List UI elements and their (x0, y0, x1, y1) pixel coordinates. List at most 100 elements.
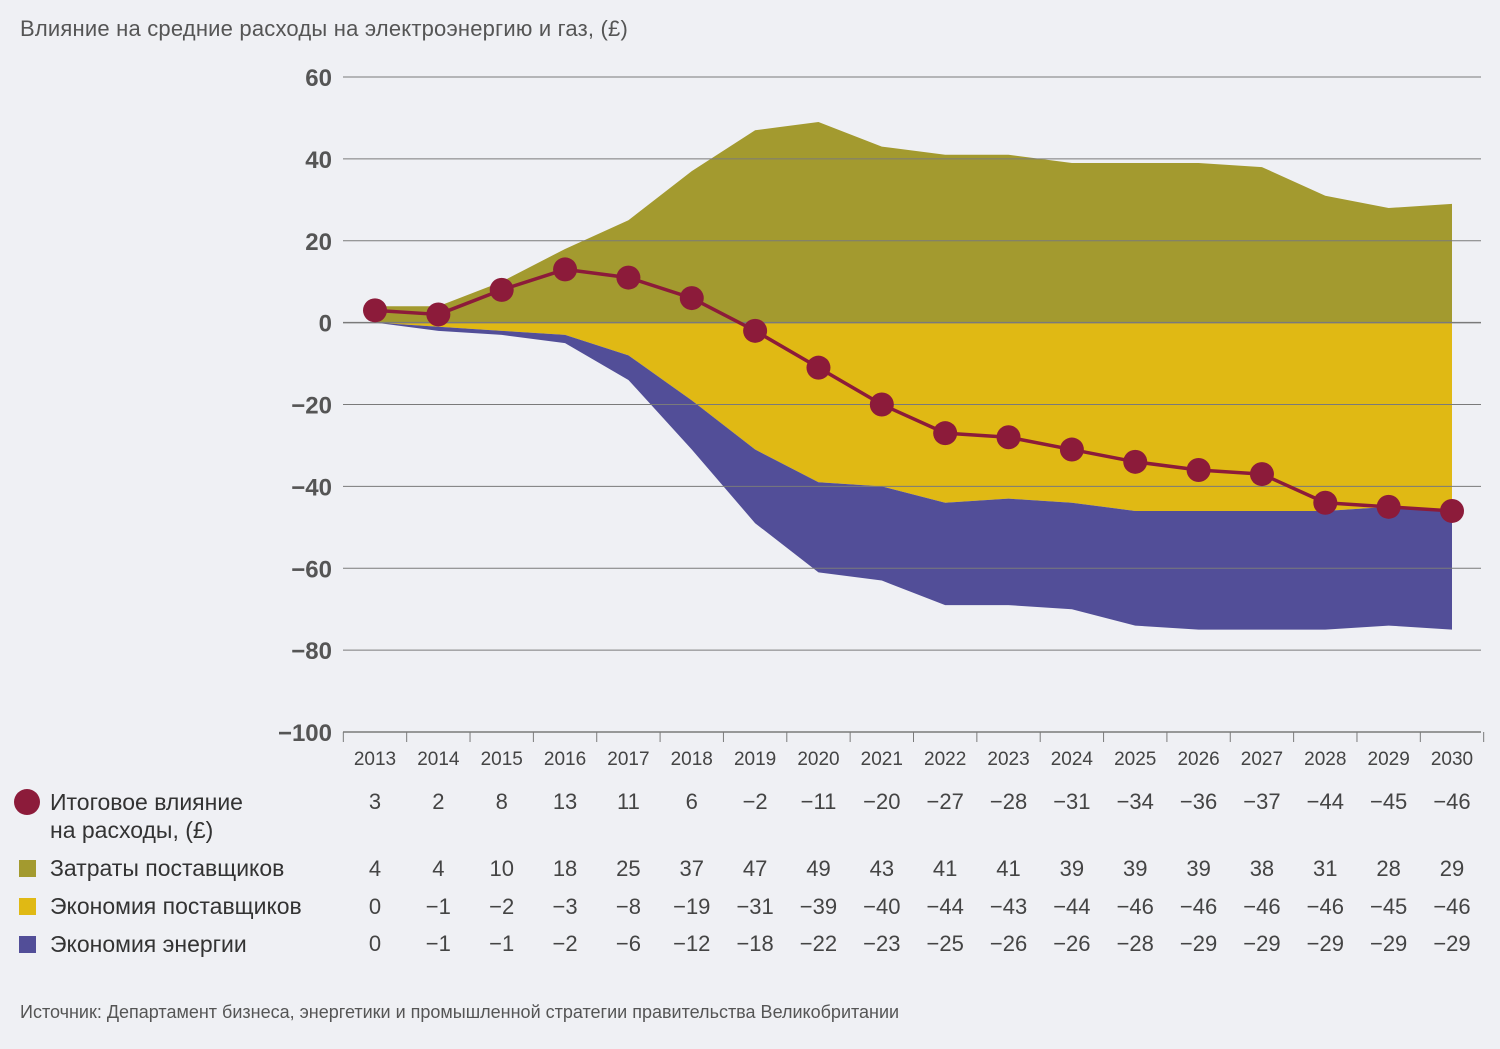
table-cell-supplier-costs: 41 (996, 856, 1020, 881)
table-cell-supplier-savings: −40 (863, 894, 900, 919)
table-cell-energy-savings: 0 (369, 931, 381, 956)
table-cell-energy-savings: −26 (1053, 931, 1090, 956)
table-cell-net: 11 (617, 789, 640, 814)
table-cell-supplier-costs: 37 (680, 856, 704, 881)
table-cell-net: −36 (1180, 789, 1217, 814)
legend-label-net-line1: Итоговое влияние (50, 789, 243, 815)
table-cell-supplier-savings: −44 (927, 894, 964, 919)
net-impact-point (363, 298, 387, 323)
grid-layer (343, 76, 1481, 733)
area-energy-savings (375, 322, 1452, 630)
table-cell-supplier-savings: −19 (673, 894, 710, 919)
y-axis: 60 40 20 0 −20 −40 −60 −80 −100 (278, 65, 332, 747)
x-tick-label: 2022 (924, 749, 966, 770)
table-cell-supplier-costs: 25 (616, 856, 640, 881)
table-cell-supplier-savings: −46 (1243, 894, 1280, 919)
legend-label-net: Итоговое влияние на расходы, (£) (50, 788, 243, 844)
table-cell-supplier-savings: −3 (553, 894, 578, 919)
x-tick-label: 2015 (481, 749, 523, 770)
x-tick-label: 2013 (354, 749, 396, 770)
table-cell-supplier-costs: 43 (870, 856, 894, 881)
x-tick-label: 2021 (861, 749, 903, 770)
y-tick-label: −60 (291, 556, 332, 583)
legend-swatch-supplier-savings (19, 898, 36, 915)
table-cell-supplier-costs: 39 (1060, 856, 1084, 881)
net-impact-point (489, 277, 514, 302)
net-impact-point (1249, 462, 1274, 487)
table-cell-supplier-costs: 31 (1313, 856, 1337, 881)
table-cell-net: 2 (432, 789, 444, 814)
table-cell-supplier-savings: −39 (800, 894, 837, 919)
table-cell-energy-savings: −1 (426, 931, 451, 956)
table-cell-energy-savings: −6 (616, 931, 641, 956)
y-tick-label: −100 (278, 720, 332, 747)
table-cell-energy-savings: −29 (1370, 931, 1407, 956)
table-cell-supplier-savings: −2 (489, 894, 514, 919)
table-cell-supplier-costs: 28 (1376, 856, 1400, 881)
net-impact-point (933, 421, 958, 446)
table-cell-supplier-savings: −46 (1180, 894, 1217, 919)
table-cell-supplier-costs: 4 (432, 856, 444, 881)
x-tick-label: 2019 (734, 749, 776, 770)
table-cell-supplier-savings: −45 (1370, 894, 1407, 919)
legend-swatch-energy-savings (19, 936, 36, 953)
table-cell-supplier-savings: −46 (1307, 894, 1344, 919)
table-cell-supplier-savings: −43 (990, 894, 1027, 919)
table-cell-supplier-costs: 49 (806, 856, 830, 881)
table-cell-supplier-costs: 29 (1440, 856, 1464, 881)
table-cell-net: −34 (1117, 789, 1154, 814)
y-tick-label: 60 (305, 65, 332, 92)
table-cell-net: −44 (1307, 789, 1344, 814)
net-impact-point (426, 302, 451, 327)
net-impact-point (1376, 494, 1401, 519)
x-tick-label: 2027 (1241, 749, 1283, 770)
table-cell-energy-savings: −28 (1117, 931, 1154, 956)
x-tick-label: 2024 (1051, 749, 1094, 770)
x-tick-label: 2029 (1368, 749, 1410, 770)
table-cell-net: −31 (1053, 789, 1090, 814)
table-cell-energy-savings: −1 (489, 931, 514, 956)
table-cell-supplier-costs: 47 (743, 856, 767, 881)
y-tick-label: 20 (305, 229, 332, 256)
legend-swatch-supplier-costs (19, 860, 36, 877)
net-impact-point (679, 286, 704, 311)
y-tick-label: 0 (319, 311, 332, 338)
x-tick-label: 2026 (1177, 749, 1219, 770)
table-cell-net: 13 (553, 789, 577, 814)
net-impact-point (1123, 449, 1148, 474)
table-cell-net: −45 (1370, 789, 1407, 814)
table-cell-supplier-costs: 10 (489, 856, 513, 881)
table-cell-supplier-savings: 0 (369, 894, 381, 919)
table-cell-energy-savings: −25 (927, 931, 964, 956)
legend-label-supplier-costs: Затраты поставщиков (50, 855, 285, 881)
table-cell-supplier-costs: 18 (553, 856, 577, 881)
table-cell-supplier-savings: −1 (426, 894, 451, 919)
legend-circle-marker (14, 789, 40, 815)
y-tick-label: 40 (305, 147, 332, 174)
table-cell-supplier-savings: −31 (736, 894, 773, 919)
x-tick-label: 2025 (1114, 749, 1156, 770)
net-impact-point (869, 392, 894, 417)
x-tick-label: 2030 (1431, 749, 1473, 770)
table-cell-energy-savings: −26 (990, 931, 1027, 956)
net-impact-line-layer (363, 257, 1464, 523)
y-tick-label: −20 (291, 393, 332, 420)
source-note: Источник: Департамент бизнеса, энергетик… (20, 1002, 900, 1022)
table-cell-supplier-costs: 4 (369, 856, 381, 881)
net-impact-point (1313, 490, 1338, 515)
net-impact-point (806, 355, 831, 380)
net-impact-point (1059, 437, 1084, 462)
table-cell-supplier-costs: 38 (1250, 856, 1274, 881)
table-cell-net: 8 (496, 789, 508, 814)
table-cell-energy-savings: −22 (800, 931, 837, 956)
table-cell-net: −28 (990, 789, 1027, 814)
table-cell-net: −27 (927, 789, 964, 814)
table-cell-supplier-savings: −8 (616, 894, 641, 919)
table-cell-energy-savings: −29 (1180, 931, 1217, 956)
x-tick-label: 2018 (671, 749, 713, 770)
table-cell-energy-savings: −18 (736, 931, 773, 956)
net-impact-point (743, 318, 768, 343)
area-supplier-costs (375, 122, 1452, 323)
x-axis: 2013 2014 2015 2016 2017 2018 2019 2020 2021 2022… (342, 732, 1485, 770)
